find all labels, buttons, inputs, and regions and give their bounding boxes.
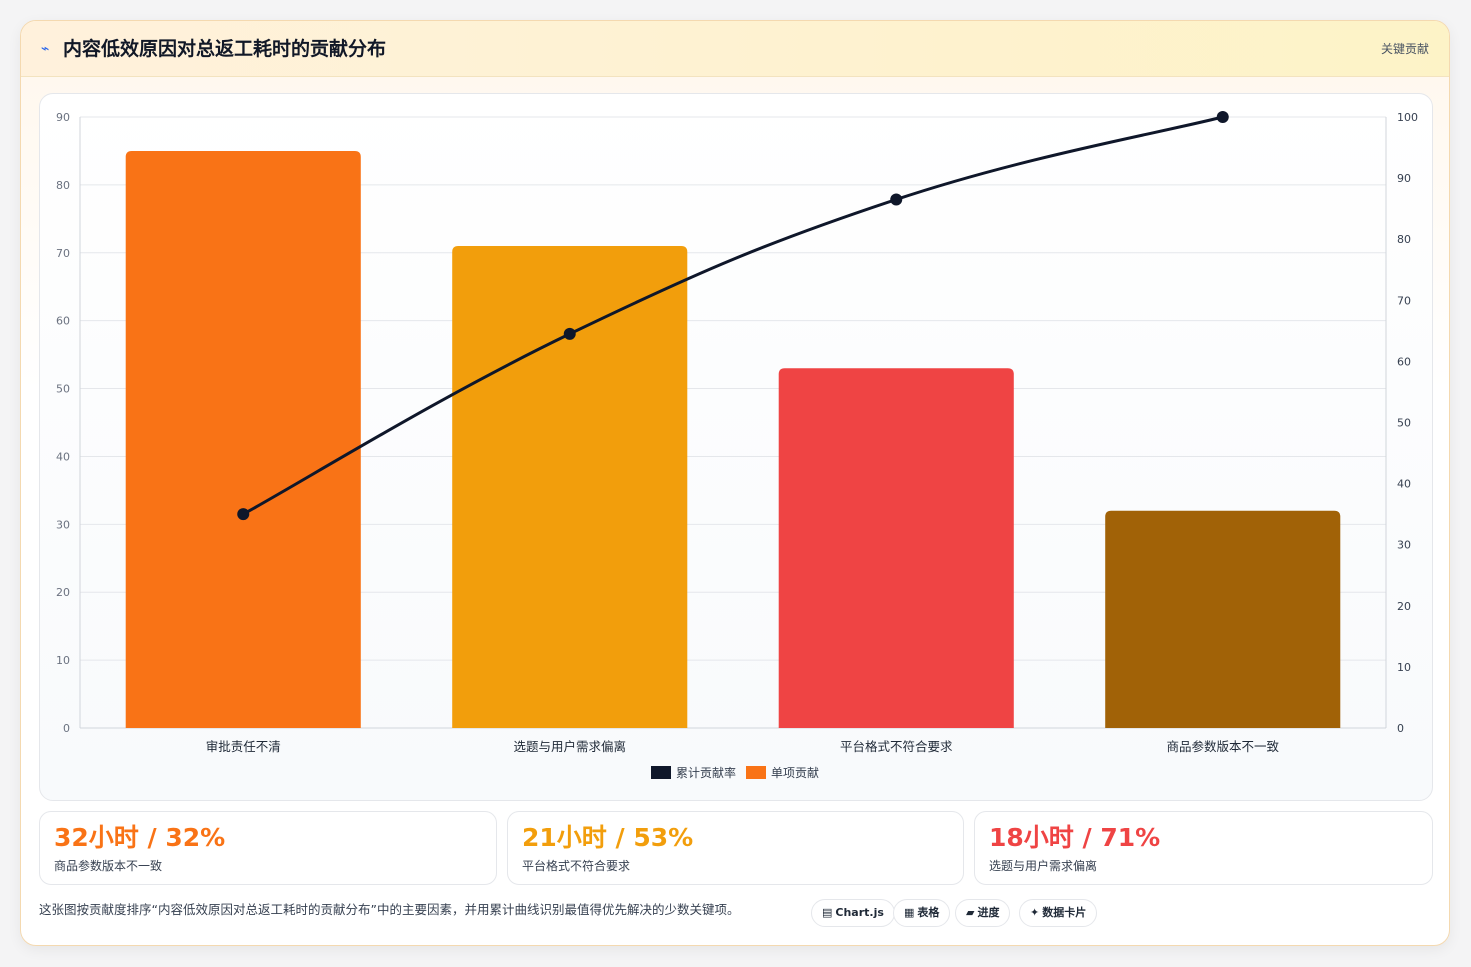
y-right-tick-label: 40 xyxy=(1397,478,1411,491)
x-tick-label: 审批责任不清 xyxy=(206,739,281,754)
progress-icon: ▰ xyxy=(966,906,975,919)
table-icon: ▦ xyxy=(904,906,915,919)
legend-swatch-1 xyxy=(651,766,671,779)
chip-progress[interactable]: ▰ 进度 xyxy=(955,899,1011,927)
y-left-tick-label: 70 xyxy=(56,247,70,260)
chip-label: 数据卡片 xyxy=(1042,906,1087,919)
y-left-tick-label: 30 xyxy=(56,518,70,531)
x-tick-label: 商品参数版本不一致 xyxy=(1166,739,1279,754)
report-card: ⌁ 内容低效原因对总返工耗时的贡献分布 关键贡献 0 10 20 30 40 50 60 70… xyxy=(20,20,1450,946)
y-right-tick-label: 10 xyxy=(1397,661,1411,674)
chip-label: 进度 xyxy=(977,906,1000,919)
stat-value-2: 21小时 / 53% xyxy=(522,823,694,852)
pulse-icon: ⌁ xyxy=(41,41,50,57)
cumulative-point-2 xyxy=(563,327,576,340)
stat-label-2: 平台格式不符合要求 xyxy=(522,859,631,873)
chart-icon: ▤ xyxy=(822,906,833,919)
y-right-tick-label: 70 xyxy=(1397,294,1411,307)
y-left-tick-label: 60 xyxy=(56,315,70,328)
stat-card-2: 21小时 / 53% 平台格式不符合要求 xyxy=(507,811,964,885)
chip-table[interactable]: ▦ 表格 xyxy=(893,899,951,927)
x-tick-label: 平台格式不符合要求 xyxy=(840,739,953,754)
bar-4 xyxy=(1105,510,1341,728)
y-right-tick-label: 20 xyxy=(1397,600,1411,613)
card-header: ⌁ 内容低效原因对总返工耗时的贡献分布 关键贡献 xyxy=(21,21,1449,77)
page-title: 内容低效原因对总返工耗时的贡献分布 xyxy=(63,38,387,60)
stat-value-3: 18小时 / 71% xyxy=(989,823,1161,852)
pareto-chart: 0 10 20 30 40 50 60 70 80 90 0 10 20 30 40 50 60 70 80 90 10… xyxy=(56,111,1418,780)
stat-value-1: 32小时 / 32% xyxy=(54,823,226,852)
y-left-tick-label: 50 xyxy=(56,383,70,396)
y-left-tick-label: 10 xyxy=(56,654,70,667)
y-left-tick-label: 90 xyxy=(56,111,70,124)
y-left-tick-label: 40 xyxy=(56,450,70,463)
y-right-tick-label: 60 xyxy=(1397,355,1411,368)
cumulative-point-1 xyxy=(237,508,250,521)
chart-description: 这张图按贡献度排序“内容低效原因对总返工耗时的贡献分布”中的主要因素，并用累计曲… xyxy=(39,902,740,917)
y-right-tick-label: 0 xyxy=(1397,722,1404,735)
cumulative-point-3 xyxy=(890,193,903,206)
stat-label-3: 选题与用户需求偏离 xyxy=(989,859,1098,873)
chip-label: 表格 xyxy=(917,906,940,919)
stat-card-3: 18小时 / 71% 选题与用户需求偏离 xyxy=(974,811,1433,885)
y-right-tick-label: 80 xyxy=(1397,233,1411,246)
bar-3 xyxy=(778,368,1014,728)
chip-chartjs[interactable]: ▤ Chart.js xyxy=(811,899,895,927)
bar-2 xyxy=(452,245,688,728)
legend-label-1: 累计贡献率 xyxy=(676,765,736,780)
y-right-tick-label: 50 xyxy=(1397,417,1411,430)
legend-label-2: 单项贡献 xyxy=(771,765,819,780)
y-left-tick-label: 0 xyxy=(63,722,70,735)
x-tick-label: 选题与用户需求偏离 xyxy=(513,739,626,754)
stat-label-1: 商品参数版本不一致 xyxy=(54,859,163,873)
y-right-tick-label: 100 xyxy=(1397,111,1418,124)
key-contribution-badge: 关键贡献 xyxy=(1380,42,1429,56)
y-left-tick-label: 80 xyxy=(56,179,70,192)
chart-panel: 0 10 20 30 40 50 60 70 80 90 0 10 20 30 40 50 60 70 80 90 10… xyxy=(39,93,1433,801)
y-right-tick-label: 30 xyxy=(1397,539,1411,552)
y-right-tick-label: 90 xyxy=(1397,172,1411,185)
stat-card-1: 32小时 / 32% 商品参数版本不一致 xyxy=(39,811,497,885)
cumulative-line xyxy=(242,115,1224,516)
legend-swatch-2 xyxy=(746,766,766,779)
bar-1 xyxy=(125,150,361,728)
chip-label: Chart.js xyxy=(835,906,884,919)
sparkle-icon: ✦ xyxy=(1030,906,1040,919)
cumulative-point-4 xyxy=(1216,111,1229,123)
y-left-tick-label: 20 xyxy=(56,586,70,599)
chip-data-cards[interactable]: ✦ 数据卡片 xyxy=(1019,899,1098,927)
